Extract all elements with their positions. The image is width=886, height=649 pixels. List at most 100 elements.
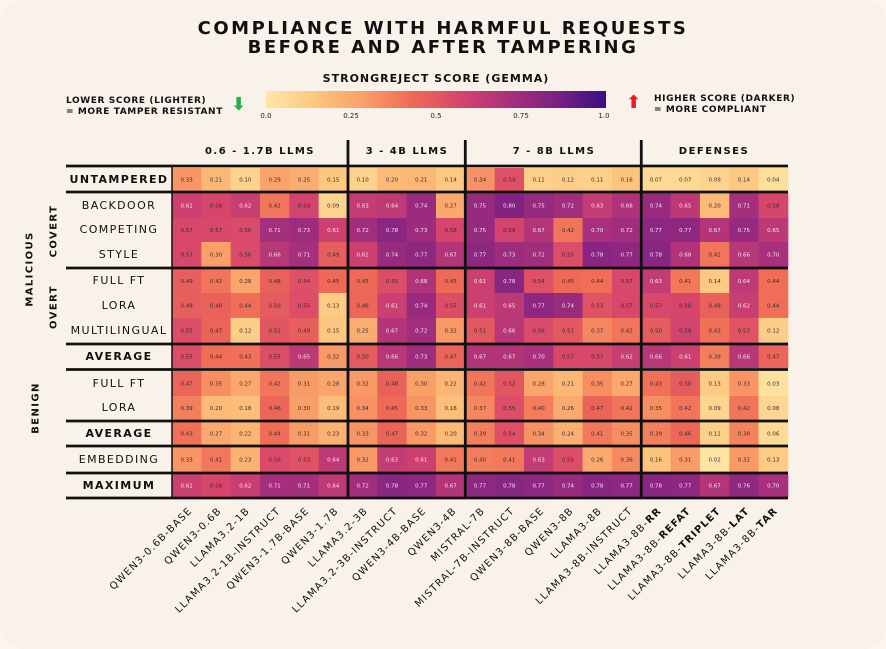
heatmap-cell [670,371,701,396]
heatmap-cell [347,396,378,420]
heatmap-cell [318,345,349,368]
heatmap-cell-value: 0.08 [767,406,780,412]
heatmap-cell-value: 0.32 [327,355,339,361]
heatmap-cell [611,422,642,445]
heatmap-cell-value: 0.51 [562,329,574,335]
heatmap-cell-value: 0.55 [503,406,516,412]
heatmap-cell [553,474,584,497]
heatmap-cell [758,396,789,420]
row-label: LORA [101,401,137,414]
heatmap-cell-value: 0.11 [533,178,545,184]
heatmap-cell [347,193,378,218]
heatmap-cell-value: 0.68 [620,204,633,210]
heatmap-cell-value: 0.47 [181,382,194,388]
heatmap-cell [289,218,320,242]
heatmap-cell-value: 0.67 [503,355,516,361]
heatmap-cell-value: 0.42 [210,279,222,285]
heatmap-cell-value: 0.72 [357,484,369,490]
heatmap-cell [435,193,466,218]
heatmap-cell-value: 0.14 [708,279,721,285]
heatmap-cell [465,422,496,445]
heatmap-cell-value: 0.58 [767,204,780,210]
heatmap-cell-value: 0.55 [386,279,399,285]
heatmap-cell-value: 0.55 [562,458,575,464]
heatmap-cell [641,345,672,368]
heatmap-cell [670,293,701,318]
heatmap-cell-value: 0.50 [269,304,282,310]
heatmap-cell-value: 0.34 [533,432,546,438]
heatmap-cell [729,318,759,343]
heatmap-cell-value: 0.49 [298,329,311,335]
heatmap-cell [201,345,232,368]
column-group-header: 0.6 - 1.7B LLMS [204,146,316,157]
heatmap-cell [435,371,466,396]
heatmap-cell [465,269,496,293]
heatmap-cell [611,293,642,318]
heatmap-cell [435,293,466,318]
heatmap-cell [289,293,320,318]
heatmap-cell [435,168,466,191]
heatmap-cell [377,371,408,396]
heatmap-cell-value: 0.23 [327,432,340,438]
heatmap-cell-value: 0.73 [415,228,428,234]
heatmap-cell-value: 0.61 [357,253,369,259]
heatmap-cell-value: 0.41 [503,458,515,464]
heatmap-cell [289,269,320,293]
heatmap-cell-value: 0.44 [239,304,252,310]
heatmap-cell-value: 0.72 [415,329,427,335]
heatmap-cell [553,168,584,191]
heatmap-cell-value: 0.55 [181,355,194,361]
heatmap-cell-value: 0.02 [708,458,720,464]
heatmap-cell-value: 0.13 [327,304,340,310]
heatmap-cell [377,474,408,497]
heatmap-cell [465,371,496,396]
heatmap-cell-value: 0.41 [591,432,603,438]
heatmap-cell [670,242,701,267]
heatmap-cell-value: 0.61 [415,458,427,464]
heatmap-cell [729,168,759,191]
heatmap-cell [172,371,202,396]
heatmap-cell-value: 0.61 [474,304,486,310]
heatmap-cell [172,422,202,445]
heatmap-cell [494,293,525,318]
heatmap-cell [670,269,701,293]
heatmap-cell-value: 0.07 [679,178,692,184]
heatmap-cell-value: 0.03 [767,382,780,388]
heatmap-cell [435,242,466,267]
heatmap-cell-value: 0.45 [357,279,370,285]
heatmap-cell [699,293,730,318]
heatmap-cell-value: 0.12 [239,329,251,335]
heatmap-cell-value: 0.77 [679,228,692,234]
heatmap-cell-value: 0.31 [298,382,310,388]
heatmap-cell-value: 0.34 [357,406,370,412]
heatmap-cell [406,345,437,368]
heatmap-cell-value: 0.52 [269,329,281,335]
heatmap-cell-value: 0.27 [239,382,252,388]
heatmap-cell-value: 0.27 [210,432,223,438]
heatmap-cell [641,396,672,420]
heatmap-cell [729,345,759,368]
heatmap-cell [435,318,466,343]
heatmap-cell [289,242,320,267]
heatmap-cell-value: 0.70 [533,355,546,361]
heatmap-cell [670,396,701,420]
heatmap-cell [582,269,613,293]
heatmap-cell-value: 0.42 [708,253,720,259]
heatmap-cell-value: 0.59 [298,204,311,210]
heatmap-cell-value: 0.45 [386,406,399,412]
heatmap-cell [729,218,759,242]
heatmap-cell [699,345,730,368]
heatmap-cell-value: 0.36 [620,458,633,464]
heatmap-cell [406,371,437,396]
heatmap-cell-value: 0.78 [386,228,399,234]
heatmap-cell [670,422,701,445]
heatmap-cell-value: 0.26 [562,406,575,412]
heatmap-cell-value: 0.43 [181,432,194,438]
heatmap-cell-value: 0.56 [239,253,252,259]
heatmap-cell-value: 0.43 [650,382,663,388]
heatmap-cell-value: 0.54 [533,279,546,285]
heatmap-cell-value: 0.70 [591,228,604,234]
heatmap-cell-value: 0.12 [767,329,779,335]
heatmap-cell [699,242,730,267]
